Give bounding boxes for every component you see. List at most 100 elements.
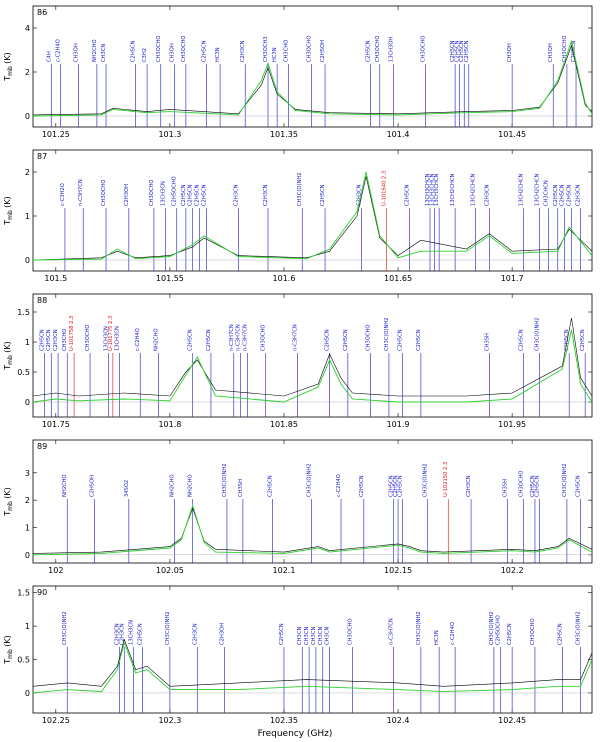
model-spectrum bbox=[33, 641, 592, 694]
transition-label: CH3OH bbox=[548, 43, 554, 62]
model-spectrum bbox=[33, 329, 592, 403]
x-axis-label: Frequency (GHz) bbox=[258, 729, 333, 739]
transition-label: C2H5CN bbox=[268, 475, 274, 497]
transition-label: 13CH2CHCN bbox=[471, 174, 477, 207]
y-tick-label: 2 bbox=[25, 168, 30, 177]
transition-label: C2H5CN bbox=[576, 475, 582, 497]
x-tick-label: 101.25 bbox=[42, 130, 70, 139]
observed-spectrum bbox=[33, 44, 592, 116]
y-tick-label: 0 bbox=[25, 398, 30, 407]
x-tick-label: 101.6 bbox=[273, 274, 296, 283]
panel-number: 87 bbox=[37, 152, 47, 161]
transition-label: CH3C(O)NH2 bbox=[297, 172, 303, 206]
transition-label: CH3OCHO bbox=[85, 325, 91, 352]
transition-label: 13CH2CHCN bbox=[450, 174, 456, 207]
transition-label: CH3OCHO bbox=[181, 36, 187, 63]
model-spectrum bbox=[33, 39, 592, 117]
transition-label: CH3OCHO bbox=[347, 618, 353, 645]
y-tick-label: 0.5 bbox=[17, 368, 30, 377]
transition-label: C2H5OCHO bbox=[172, 176, 178, 206]
x-tick-label: 102.2 bbox=[501, 566, 524, 575]
transition-label: C2H5CN bbox=[535, 475, 541, 497]
transition-label: C2H5CN bbox=[188, 184, 194, 206]
transition-label: C2H3CN bbox=[263, 184, 269, 206]
x-tick-label: 102.45 bbox=[498, 716, 526, 725]
spectrum-panel-89: 89 102 102.05 102.1 102.15 102.2 0 1 2 3 Tmb (K) NH… bbox=[3, 439, 593, 575]
observed-spectrum bbox=[33, 176, 592, 261]
transition-label: C2H5CN bbox=[320, 184, 326, 206]
panel-number: 86 bbox=[37, 8, 47, 17]
transition-label: C2H3CN bbox=[115, 623, 121, 645]
transition-label: c-C2H4O bbox=[336, 474, 342, 497]
transition-label: C2H5CN bbox=[507, 623, 513, 645]
transition-label: C2H3OH bbox=[124, 184, 130, 206]
transition-label: 13CH3OH bbox=[388, 37, 394, 63]
transition-label: C2H5CN bbox=[188, 329, 194, 351]
transition-label: CH3OCHO bbox=[101, 180, 107, 207]
transition-label: 13CH3CN bbox=[160, 181, 166, 206]
unidentified-label: U-101775 2.3 bbox=[108, 316, 114, 351]
transition-label: CH3SH bbox=[484, 333, 490, 351]
y-tick-label: 0 bbox=[25, 112, 30, 121]
transition-label: CH3SH bbox=[238, 479, 244, 497]
panels-group: 86 101.25 101.3 101.35 101.4 101.45 0 2 4 Tmb (K)… bbox=[3, 5, 593, 725]
x-tick-label: 101.45 bbox=[498, 130, 526, 139]
transition-label: HC3N bbox=[215, 47, 221, 62]
transition-label: CH3OCHO bbox=[156, 36, 162, 63]
transition-label: C2H5CN bbox=[195, 184, 201, 206]
x-tick-label: 101.7 bbox=[501, 274, 524, 283]
x-tick-label: 102.35 bbox=[270, 716, 298, 725]
y-tick-label: 1 bbox=[25, 523, 30, 532]
transition-label: C2H5CN bbox=[398, 475, 404, 497]
transition-label: C2H3CN bbox=[484, 184, 490, 206]
transition-label: C2H5OH bbox=[320, 40, 326, 62]
transition-label: C2H5CN bbox=[201, 40, 207, 62]
y-tick-label: 2 bbox=[25, 68, 30, 77]
x-tick-label: 101.9 bbox=[387, 420, 410, 429]
transition-label: 13CH3CHCN bbox=[425, 174, 431, 207]
transition-label: c-C2H4O bbox=[55, 39, 61, 62]
transition-label: CH3C(O)NH2 bbox=[535, 317, 541, 351]
transition-label: C2H5CN bbox=[388, 475, 394, 497]
transition-label: C2H5CN bbox=[138, 623, 144, 645]
transition-label: C2H5CN bbox=[206, 329, 212, 351]
transition-label: C4H bbox=[46, 51, 52, 62]
transition-label: C2H5CN bbox=[553, 184, 559, 206]
transition-label: n-C3H7CN bbox=[229, 324, 235, 351]
transition-label: C2H5CN bbox=[450, 40, 456, 62]
y-tick-label: 0 bbox=[25, 551, 30, 560]
y-tick-label: 1 bbox=[25, 212, 30, 221]
x-tick-label: 102 bbox=[48, 566, 63, 575]
x-tick-label: 101.4 bbox=[387, 130, 410, 139]
transition-label: CH3CN bbox=[297, 627, 303, 645]
transition-label: CH3CN bbox=[325, 627, 331, 645]
transition-label: C2H5OH bbox=[90, 475, 96, 497]
transition-label: n-C3H7CN bbox=[293, 324, 299, 351]
transition-label: CH3OCHO bbox=[306, 36, 312, 63]
y-axis-label: Tmb (K) bbox=[3, 52, 14, 82]
transition-label: CH3C(O)NH2 bbox=[416, 611, 422, 645]
transition-label: CH3OCHO bbox=[375, 36, 381, 63]
transition-label: CH3CN bbox=[318, 627, 324, 645]
panel-frame bbox=[32, 5, 593, 128]
transition-label: CH3OCHO bbox=[366, 325, 372, 352]
transition-label: C3H2 bbox=[142, 48, 148, 62]
transition-label: C2H3CN bbox=[233, 184, 239, 206]
transition-label: C2H5CN bbox=[39, 329, 45, 351]
transition-label: HC3N bbox=[272, 47, 278, 62]
unidentified-label: U-102150 2.3 bbox=[443, 462, 449, 497]
panel-frame bbox=[32, 149, 593, 272]
transition-label: n-C3H7CN bbox=[236, 324, 242, 351]
x-tick-label: 101.95 bbox=[498, 420, 526, 429]
y-tick-label: 1 bbox=[25, 622, 30, 631]
panel-frame bbox=[32, 439, 593, 564]
transition-label: C2H5CN bbox=[343, 329, 349, 351]
transition-label: CH3C(O)NH2 bbox=[384, 317, 390, 351]
x-tick-label: 101.8 bbox=[158, 420, 181, 429]
transition-label: C2H3CN bbox=[576, 184, 582, 206]
transition-label: CH3CHCN bbox=[544, 180, 550, 206]
transition-label: CH3OH bbox=[74, 43, 80, 62]
y-tick-label: 0.5 bbox=[17, 656, 30, 665]
transition-label: C2H5CN bbox=[398, 329, 404, 351]
